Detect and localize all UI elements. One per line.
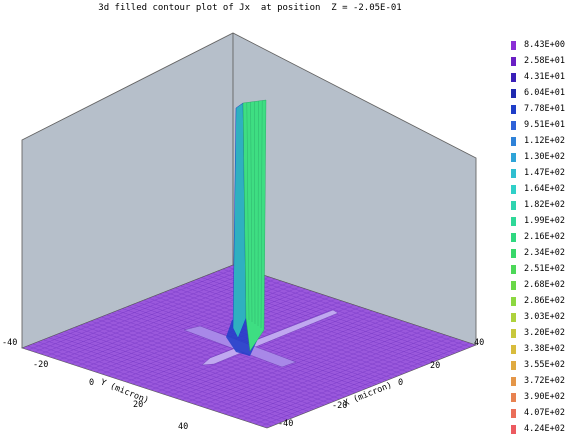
legend-entry: 1.99E+02 [511, 213, 565, 229]
legend-swatch [511, 89, 516, 98]
legend-swatch [511, 201, 516, 210]
x-tick: -40 [278, 419, 293, 429]
legend-swatch [511, 153, 516, 162]
legend-entry: 6.04E+01 [511, 85, 565, 101]
legend-entry: 1.47E+02 [511, 165, 565, 181]
legend-swatch [511, 105, 516, 114]
legend-swatch [511, 393, 516, 402]
legend-entry: 9.51E+01 [511, 117, 565, 133]
legend-entry: 4.31E+01 [511, 69, 565, 85]
legend-swatch [511, 265, 516, 274]
legend-label: 1.99E+02 [524, 216, 565, 226]
legend-swatch [511, 57, 516, 66]
legend-label: 1.64E+02 [524, 184, 565, 194]
legend-entry: 2.51E+02 [511, 261, 565, 277]
legend-swatch [511, 233, 516, 242]
legend-label: 3.03E+02 [524, 312, 565, 322]
legend-entry: 3.72E+02 [511, 373, 565, 389]
legend-label: 2.68E+02 [524, 280, 565, 290]
legend-label: 9.51E+01 [524, 120, 565, 130]
legend-swatch [511, 281, 516, 290]
legend-swatch [511, 249, 516, 258]
legend-entry: 1.82E+02 [511, 197, 565, 213]
x-tick: 0 [398, 378, 403, 388]
legend-label: 2.86E+02 [524, 296, 565, 306]
legend-swatch [511, 41, 516, 50]
legend-label: 2.34E+02 [524, 248, 565, 258]
legend-label: 4.31E+01 [524, 72, 565, 82]
legend-entry: 2.16E+02 [511, 229, 565, 245]
legend-swatch [511, 217, 516, 226]
legend-label: 3.72E+02 [524, 376, 565, 386]
legend-entry: 2.86E+02 [511, 293, 565, 309]
legend-swatch [511, 73, 516, 82]
legend-swatch [511, 329, 516, 338]
legend-entry: 3.90E+02 [511, 389, 565, 405]
x-tick: 20 [430, 361, 440, 371]
legend-label: 1.12E+02 [524, 136, 565, 146]
legend-entry: 4.24E+02 [511, 421, 565, 437]
legend-label: 4.24E+02 [524, 424, 565, 434]
legend-entry: 3.03E+02 [511, 309, 565, 325]
legend-entry: 3.38E+02 [511, 341, 565, 357]
chart-title: 3d filled contour plot of Jx at position… [40, 3, 460, 13]
legend-swatch [511, 137, 516, 146]
legend-entry: 2.68E+02 [511, 277, 565, 293]
legend-entry: 2.34E+02 [511, 245, 565, 261]
x-tick: 40 [474, 338, 484, 348]
legend-swatch [511, 345, 516, 354]
legend-swatch [511, 409, 516, 418]
legend-label: 3.20E+02 [524, 328, 565, 338]
legend-label: 6.04E+01 [524, 88, 565, 98]
legend-entry: 1.12E+02 [511, 133, 565, 149]
legend-entry: 4.07E+02 [511, 405, 565, 421]
legend-entry: 1.30E+02 [511, 149, 565, 165]
legend-entry: 8.43E+00 [511, 37, 565, 53]
legend-swatch [511, 425, 516, 434]
legend-label: 7.78E+01 [524, 104, 565, 114]
y-tick: 40 [178, 422, 188, 432]
legend-label: 8.43E+00 [524, 40, 565, 50]
y-tick: -20 [33, 360, 48, 370]
legend-entry: 2.58E+01 [511, 53, 565, 69]
legend-label: 4.07E+02 [524, 408, 565, 418]
legend-label: 3.38E+02 [524, 344, 565, 354]
color-legend: 8.43E+00 2.58E+01 4.31E+01 6.04E+01 7.78E+01… [511, 37, 565, 437]
legend-label: 2.58E+01 [524, 56, 565, 66]
legend-swatch [511, 169, 516, 178]
legend-entry: 7.78E+01 [511, 101, 565, 117]
legend-label: 2.16E+02 [524, 232, 565, 242]
legend-label: 3.90E+02 [524, 392, 565, 402]
legend-label: 3.55E+02 [524, 360, 565, 370]
legend-label: 1.30E+02 [524, 152, 565, 162]
legend-label: 2.51E+02 [524, 264, 565, 274]
legend-swatch [511, 377, 516, 386]
y-tick: 0 [89, 378, 94, 388]
legend-swatch [511, 297, 516, 306]
legend-swatch [511, 361, 516, 370]
legend-swatch [511, 185, 516, 194]
legend-swatch [511, 313, 516, 322]
legend-swatch [511, 121, 516, 130]
legend-label: 1.82E+02 [524, 200, 565, 210]
legend-entry: 3.55E+02 [511, 357, 565, 373]
legend-entry: 3.20E+02 [511, 325, 565, 341]
y-tick: -40 [2, 338, 17, 348]
legend-entry: 1.64E+02 [511, 181, 565, 197]
legend-label: 1.47E+02 [524, 168, 565, 178]
